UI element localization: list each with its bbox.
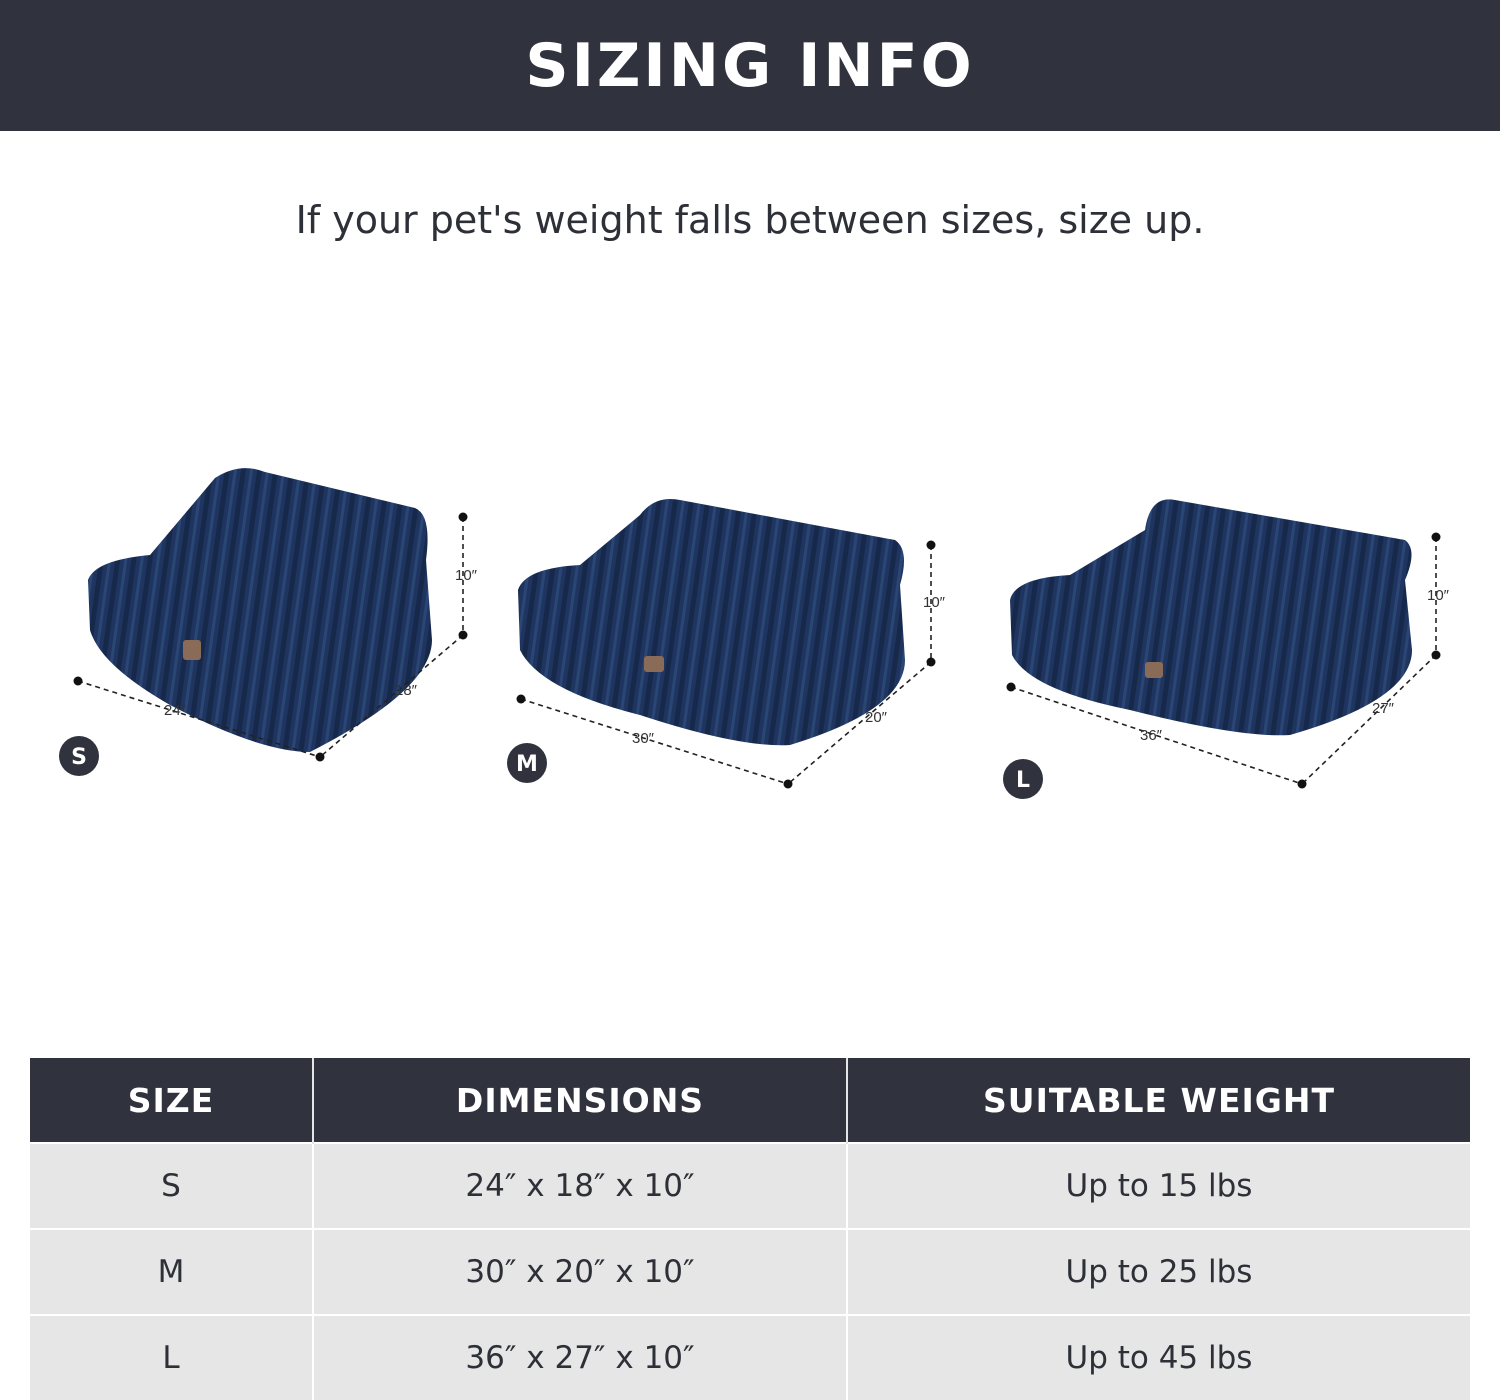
header-dimensions: DIMENSIONS <box>313 1058 848 1143</box>
cell-weight: Up to 15 lbs <box>847 1142 1470 1229</box>
depth-label: 27″ <box>1372 700 1395 717</box>
cell-dimensions: 30″ x 20″ x 10″ <box>313 1228 848 1315</box>
sizing-tip: If your pet's weight falls between sizes… <box>295 198 1205 242</box>
brand-tag <box>644 656 664 672</box>
size-table: SIZE DIMENSIONS SUITABLE WEIGHT S 24″ x … <box>30 1058 1470 1400</box>
width-label: 30″ <box>632 730 655 747</box>
table-row: S 24″ x 18″ x 10″ Up to 15 lbs <box>30 1142 1470 1229</box>
bed-large-image <box>1010 499 1412 736</box>
table-header-row: SIZE DIMENSIONS SUITABLE WEIGHT <box>30 1058 1470 1143</box>
size-badge <box>59 736 99 776</box>
table-row: M 30″ x 20″ x 10″ Up to 25 lbs <box>30 1228 1470 1315</box>
cell-weight: Up to 25 lbs <box>847 1228 1470 1315</box>
cell-size: S <box>30 1142 314 1229</box>
cell-weight: Up to 45 lbs <box>847 1314 1470 1400</box>
size-badge-label: M <box>516 752 538 777</box>
height-label: 10″ <box>1427 587 1450 604</box>
bed-large: 10″ 27″ 36″ L <box>1003 499 1450 799</box>
header-size: SIZE <box>30 1058 314 1143</box>
header-suitable-weight: SUITABLE WEIGHT <box>847 1058 1470 1143</box>
bed-illustrations: 10″ 18″ 24″ S 10″ 20″ 30″ M 10″ 27″ <box>59 468 1450 799</box>
height-label: 10″ <box>455 567 478 584</box>
depth-label: 18″ <box>395 682 418 699</box>
size-badge <box>1003 759 1043 799</box>
brand-tag <box>1145 662 1163 678</box>
width-label: 36″ <box>1140 727 1163 744</box>
cell-size: L <box>30 1314 314 1400</box>
bed-medium: 10″ 20″ 30″ M <box>507 499 946 789</box>
table-row: L 36″ x 27″ x 10″ Up to 45 lbs <box>30 1314 1470 1400</box>
size-badge <box>507 743 547 783</box>
header-banner: SIZING INFO <box>0 0 1500 131</box>
size-badge-label: S <box>71 745 87 770</box>
cell-dimensions: 24″ x 18″ x 10″ <box>313 1142 848 1229</box>
depth-label: 20″ <box>865 709 888 726</box>
bed-medium-image <box>518 499 905 746</box>
bed-small-image <box>88 468 432 752</box>
cell-size: M <box>30 1228 314 1315</box>
size-badge-label: L <box>1016 768 1030 793</box>
width-label: 24″ <box>164 702 187 719</box>
cell-dimensions: 36″ x 27″ x 10″ <box>313 1314 848 1400</box>
brand-tag <box>183 640 201 660</box>
bed-small: 10″ 18″ 24″ S <box>59 468 478 776</box>
page-title: SIZING INFO <box>525 30 975 101</box>
height-label: 10″ <box>923 594 946 611</box>
